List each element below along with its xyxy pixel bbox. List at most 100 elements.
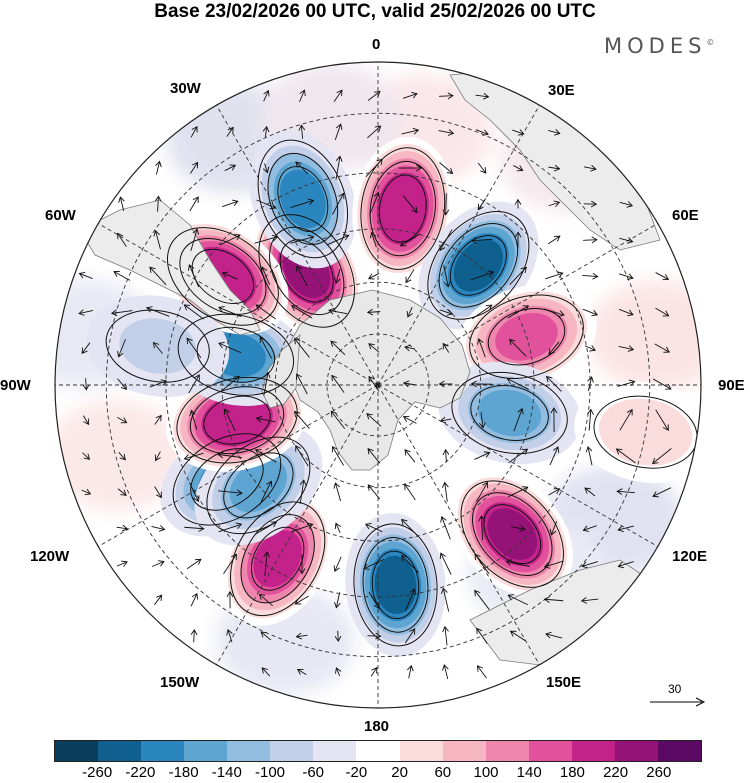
- wind-arrow-icon: [368, 272, 380, 280]
- wind-arrow-icon: [548, 129, 561, 136]
- colorbar-segment: [571, 741, 615, 761]
- wind-arrow-icon: [439, 552, 452, 576]
- colorbar-ticks: -260 -220 -180 -140 -100 -60 -20 20 60 100 140 180 2…: [54, 764, 702, 782]
- wind-arrow-icon: [514, 231, 522, 248]
- wind-arrow-icon: [443, 265, 451, 288]
- wind-arrow-icon: [402, 195, 418, 214]
- wind-arrow-icon: [190, 161, 199, 174]
- wind-arrow-icon: [117, 488, 127, 496]
- wind-arrow-icon: [619, 237, 634, 244]
- wind-arrow-icon: [261, 667, 271, 677]
- wind-arrow-icon: [154, 195, 162, 212]
- meridian-line: [97, 222, 379, 386]
- colorbar-segment: [614, 741, 658, 761]
- anomaly-centre-positive: [574, 381, 701, 483]
- wind-arrow-icon: [262, 163, 270, 174]
- wind-arrow-icon: [186, 558, 202, 570]
- wind-arrow-icon: [509, 338, 527, 357]
- wind-arrow-icon: [254, 234, 279, 244]
- wind-arrow-icon: [153, 594, 163, 606]
- wind-arrow-icon: [404, 628, 416, 644]
- wind-arrow-icon: [442, 342, 450, 353]
- wind-arrow-icon: [439, 309, 454, 316]
- wind-arrow-icon: [477, 162, 487, 174]
- wind-arrow-icon: [365, 158, 383, 178]
- wind-arrow-icon: [255, 449, 277, 463]
- anomaly-band: [119, 318, 197, 374]
- colorbar-tick-label: 220: [603, 764, 629, 781]
- wind-arrow-icon: [226, 590, 234, 609]
- wind-arrow-icon: [291, 522, 314, 533]
- wind-arrow-icon: [368, 343, 380, 353]
- wind-arrow-icon: [439, 229, 453, 252]
- wind-arrow-icon: [78, 309, 93, 316]
- anomaly-band: [374, 555, 417, 614]
- wind-arrow-icon: [505, 559, 530, 568]
- wind-arrow-icon: [474, 589, 490, 610]
- wind-arrow-icon: [328, 307, 348, 315]
- wind-arrow-icon: [190, 628, 198, 643]
- wind-arrow-icon: [331, 374, 345, 393]
- wind-arrow-icon: [407, 664, 414, 679]
- wind-arrow-icon: [404, 449, 416, 463]
- wind-arrow-icon: [584, 487, 596, 497]
- lon-label-150e: 150E: [546, 674, 582, 691]
- wind-arrow-icon: [398, 164, 423, 172]
- anomaly-contour: [172, 433, 282, 526]
- wind-arrow-icon: [549, 446, 560, 466]
- anomaly-band: [381, 179, 424, 238]
- wind-arrow-icon: [619, 201, 634, 208]
- wind-arrow-icon: [545, 375, 562, 392]
- wind-arrow-icon: [617, 561, 634, 569]
- wind-arrow-icon: [290, 234, 315, 244]
- lon-label-120e: 120E: [672, 548, 708, 565]
- brand-mark: ©: [706, 38, 715, 47]
- colorbar-segment: [184, 741, 228, 761]
- map-boundary: [54, 61, 702, 709]
- wind-arrow-icon: [545, 271, 564, 280]
- wind-arrow-icon: [652, 378, 672, 390]
- wind-arrow-icon: [333, 556, 342, 573]
- anomaly-contour: [360, 147, 446, 270]
- wind-arrow-icon: [223, 408, 236, 432]
- anomaly-contour: [105, 309, 210, 383]
- wind-arrow-icon: [363, 558, 385, 570]
- latitude-circle: [105, 112, 651, 658]
- wind-arrow-icon: [618, 273, 634, 280]
- wind-arrow-icon: [654, 343, 671, 353]
- modes-logo: MODES©: [604, 34, 714, 58]
- wind-arrow-icon: [442, 481, 449, 502]
- wind-arrow-icon: [476, 481, 489, 502]
- wind-arrow-icon: [259, 336, 273, 359]
- colorbar-tick-label: -140: [211, 764, 242, 781]
- wind-arrow-icon: [113, 270, 131, 281]
- wind-arrow-icon: [545, 631, 563, 639]
- wind-arrow-icon: [188, 264, 200, 288]
- latitude-circle: [274, 281, 482, 489]
- wind-arrow-icon: [296, 668, 307, 675]
- wind-arrow-icon: [367, 632, 382, 640]
- wind-arrow-icon: [442, 625, 449, 646]
- wind-arrow-icon: [402, 415, 417, 424]
- wind-arrow-icon: [474, 553, 490, 575]
- wind-arrow-icon: [618, 345, 635, 352]
- wind-arrow-icon: [506, 377, 529, 390]
- wind-arrow-icon: [299, 89, 306, 103]
- wind-arrow-icon: [82, 378, 90, 391]
- wind-arrow-icon: [295, 161, 309, 175]
- wind-arrow-icon: [439, 162, 454, 175]
- wind-arrow-icon: [615, 448, 636, 464]
- wind-arrow-icon: [255, 304, 277, 320]
- colorbar-segment: [657, 741, 701, 761]
- anomaly-centre-positive: [352, 136, 454, 281]
- colorbar-segment: [399, 741, 443, 761]
- anomaly-centre-negative: [86, 295, 230, 397]
- wind-arrow-icon: [584, 345, 596, 352]
- lon-label-120w: 120W: [30, 548, 70, 565]
- wind-arrow-icon: [218, 306, 242, 318]
- wind-arrow-icon: [220, 375, 240, 392]
- colorbar-tick-label: -260: [82, 764, 113, 781]
- wind-arrow-icon: [290, 198, 315, 209]
- anomaly-centre-negative: [249, 129, 357, 269]
- wind-arrow-icon: [402, 91, 418, 99]
